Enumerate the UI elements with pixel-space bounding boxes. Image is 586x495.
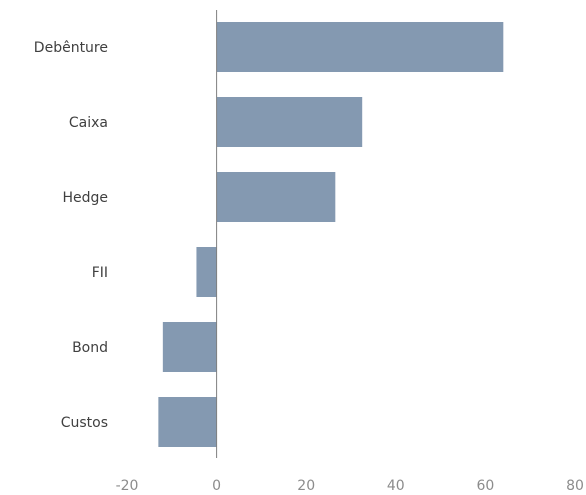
x-tick-label: 80 — [566, 478, 584, 494]
x-tick-label: 20 — [297, 478, 315, 494]
x-tick-label: 0 — [212, 478, 221, 494]
bar-hedge — [216, 172, 336, 222]
x-tick-label: 40 — [387, 478, 405, 494]
bar-bond — [162, 322, 217, 372]
bars-layer — [158, 22, 504, 447]
bar-deb-nture — [216, 22, 504, 72]
bar-caixa — [216, 97, 363, 147]
category-labels: Debênture Caixa Hedge FII Bond Custos — [34, 40, 108, 431]
category-label: Custos — [61, 415, 108, 431]
category-label: Hedge — [62, 190, 108, 206]
category-label: Caixa — [69, 115, 108, 131]
x-tick-label: -20 — [116, 478, 139, 494]
x-tick-label: 60 — [476, 478, 494, 494]
category-label: FII — [92, 265, 108, 281]
category-label: Bond — [72, 340, 108, 356]
bar-custos — [158, 397, 217, 447]
category-label: Debênture — [34, 40, 108, 56]
bar-fii — [196, 247, 217, 297]
x-tick-labels: -20 0 20 40 60 80 — [116, 478, 584, 494]
